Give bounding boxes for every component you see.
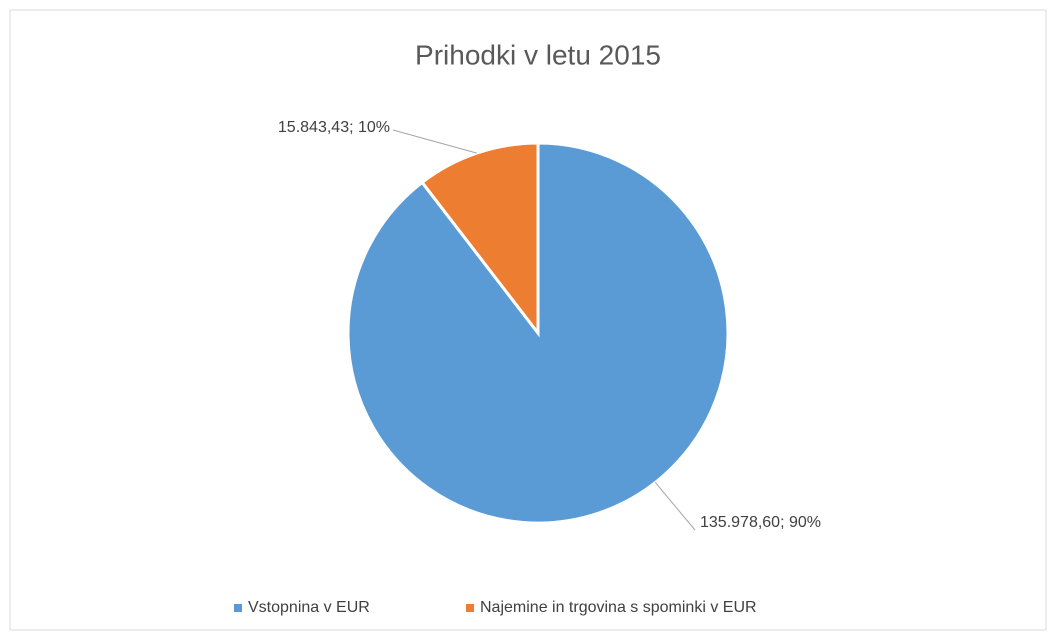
- pie-slice: [420, 141, 540, 338]
- chart-title: Prihodki v letu 2015: [415, 39, 661, 70]
- leader-line: [392, 129, 477, 154]
- legend-label: Najemine in trgovina s spominki v EUR: [480, 599, 757, 616]
- legend-label: Vstopnina v EUR: [248, 599, 370, 616]
- data-label: 135.978,60; 90%: [700, 514, 821, 531]
- legend-swatch: [234, 604, 242, 612]
- leader-line: [654, 482, 696, 531]
- data-label: 15.843,43; 10%: [278, 119, 390, 136]
- legend-swatch: [466, 604, 474, 612]
